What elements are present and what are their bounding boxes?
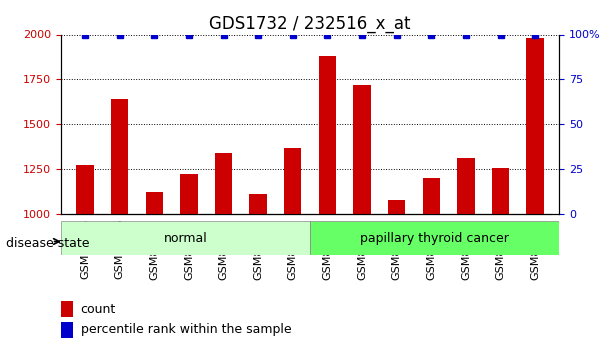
Bar [353, 85, 371, 214]
Bar [215, 153, 232, 214]
Bar [284, 148, 302, 214]
FancyBboxPatch shape [61, 221, 310, 255]
Bar [527, 38, 544, 214]
Bar [111, 99, 128, 214]
Text: percentile rank within the sample: percentile rank within the sample [81, 323, 291, 336]
Bar [457, 158, 474, 214]
Bar [61, 301, 74, 317]
Bar [249, 194, 267, 214]
Bar [146, 193, 163, 214]
Bar [61, 322, 74, 338]
Title: GDS1732 / 232516_x_at: GDS1732 / 232516_x_at [209, 15, 411, 33]
Bar [423, 178, 440, 214]
Text: disease state: disease state [6, 237, 89, 250]
Bar [319, 56, 336, 214]
Bar [180, 174, 198, 214]
Bar [388, 200, 406, 214]
Bar [492, 168, 509, 214]
Text: normal: normal [164, 231, 207, 245]
Text: papillary thyroid cancer: papillary thyroid cancer [361, 231, 509, 245]
Bar [77, 166, 94, 214]
FancyBboxPatch shape [310, 221, 559, 255]
Text: count: count [81, 303, 116, 316]
